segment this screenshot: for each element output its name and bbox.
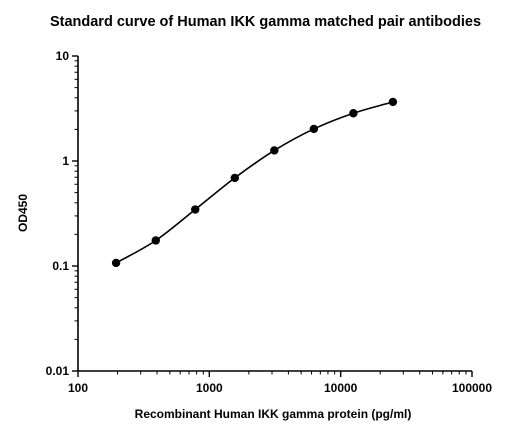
- y-tick-label: 0.01: [46, 364, 70, 378]
- y-tick-label: 0.1: [52, 259, 69, 273]
- data-point: [388, 97, 398, 107]
- x-tick-label: 100000: [452, 381, 492, 395]
- data-point: [270, 146, 279, 155]
- data-point: [151, 236, 160, 245]
- chart-title: Standard curve of Human IKK gamma matche…: [49, 14, 482, 30]
- x-axis-title: Recombinant Human IKK gamma protein (pg/…: [135, 407, 412, 421]
- x-tick-label: 100: [68, 381, 88, 395]
- y-tick-label: 1: [62, 154, 69, 168]
- data-point: [309, 124, 319, 134]
- data-point: [349, 109, 358, 118]
- data-points: [111, 97, 398, 268]
- data-point: [230, 173, 240, 183]
- y-tick-label: 10: [56, 49, 70, 63]
- data-point: [111, 258, 121, 268]
- y-axis-title: OD450: [16, 194, 30, 232]
- axes: 100 1000 10000 100000 0.01 0.1 1 10: [46, 49, 493, 395]
- data-point: [191, 205, 200, 214]
- x-tick-label: 10000: [324, 381, 358, 395]
- x-tick-label: 1000: [196, 381, 223, 395]
